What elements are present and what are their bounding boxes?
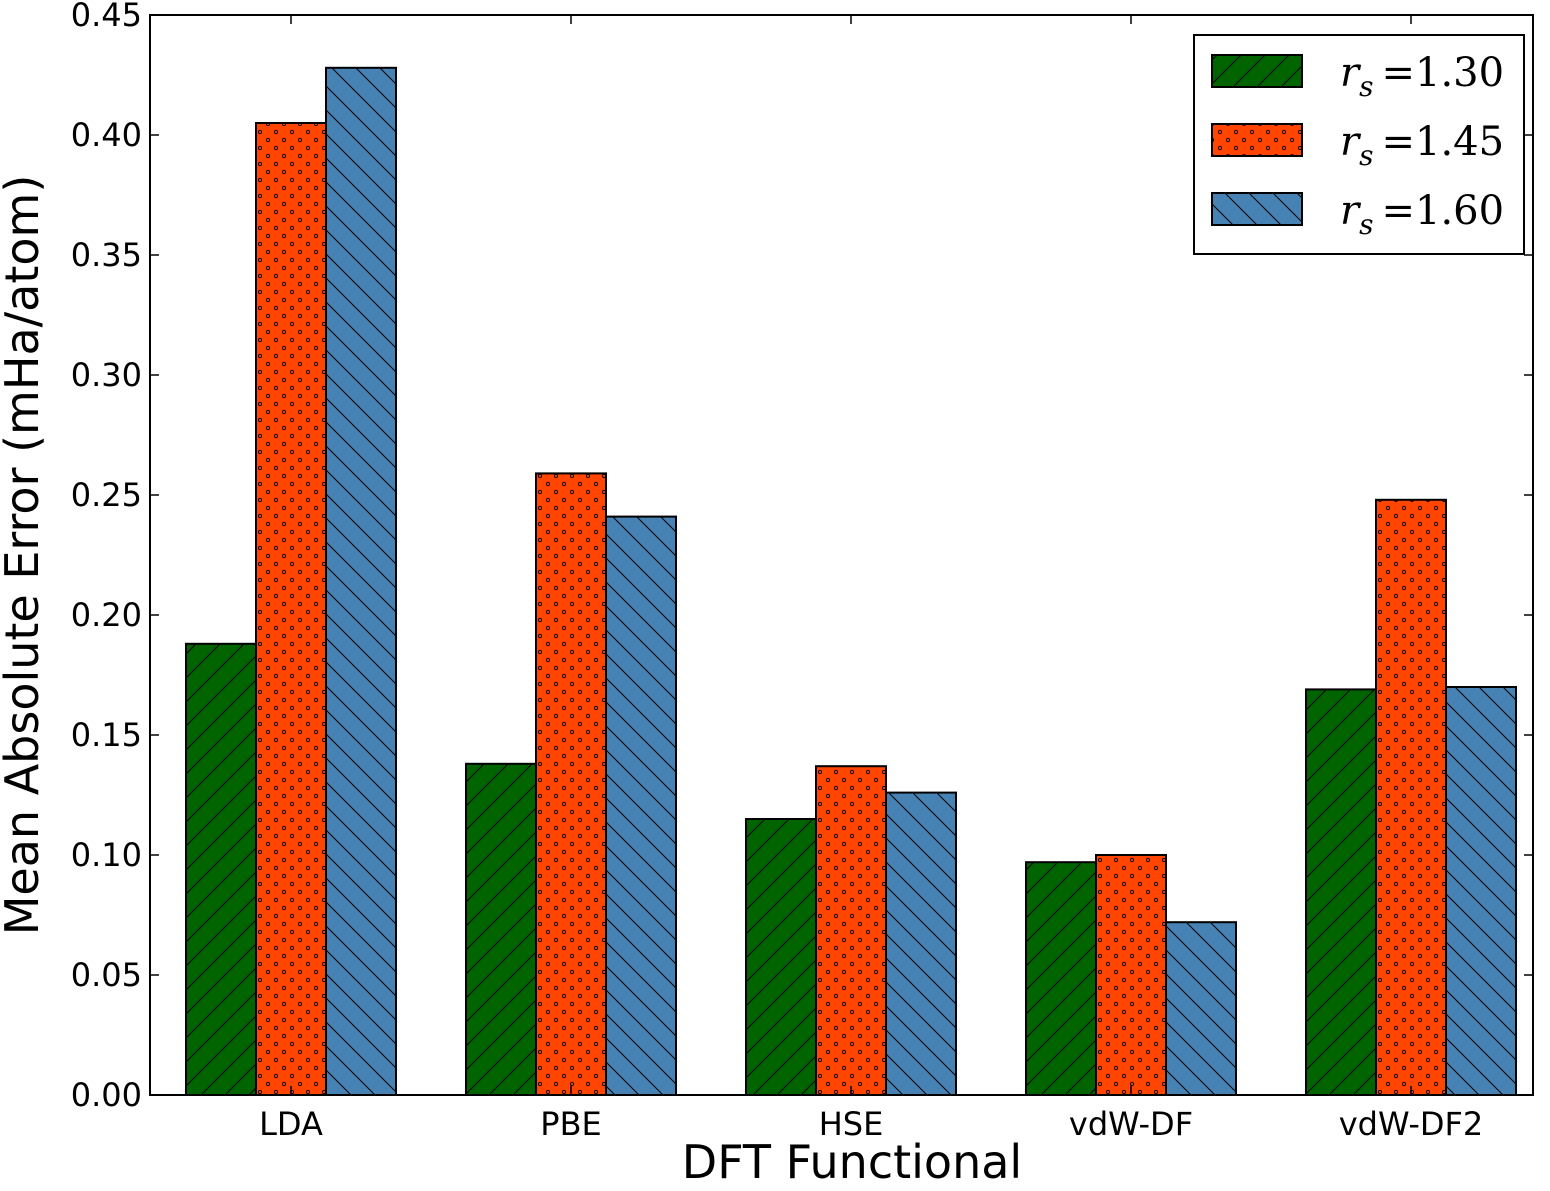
x-tick-label: vdW-DF2: [1339, 1105, 1484, 1143]
bar-PBE-series-3: [605, 515, 677, 1096]
y-tick-label: 0.05: [71, 956, 142, 994]
x-tick-label: LDA: [259, 1105, 323, 1143]
legend: rs =1.30 rs =1.45 rs =1.60: [1193, 34, 1525, 255]
bar-LDA-series-3: [325, 66, 397, 1096]
bar-LDA-series-1: [185, 642, 257, 1096]
y-tick-label: 0.40: [71, 116, 142, 154]
bar-vdW-DF2-series-2: [1375, 498, 1447, 1096]
bar-vdW-DF-series-2: [1095, 854, 1167, 1096]
bars-group: [185, 66, 1517, 1097]
y-tick-label: 0.45: [71, 0, 142, 34]
legend-label: rs =1.60: [1340, 188, 1504, 241]
legend-item-3: rs =1.60: [1211, 188, 1504, 241]
y-tick-label: 0.15: [71, 716, 142, 754]
x-tick-label: HSE: [819, 1105, 884, 1143]
legend-item-1: rs =1.30: [1211, 50, 1504, 103]
bar-LDA-series-2: [255, 122, 327, 1096]
y-tick-label: 0.30: [71, 356, 142, 394]
x-axis-label: DFT Functional: [682, 1135, 1022, 1189]
y-axis-label: Mean Absolute Error (mHa/atom): [0, 175, 49, 936]
bar-vdW-DF-series-3: [1165, 921, 1237, 1097]
y-tick-label: 0.10: [71, 836, 142, 874]
plot-frame: [149, 14, 1534, 1096]
y-tick-label: 0.20: [71, 596, 142, 634]
legend-item-2: rs =1.45: [1211, 119, 1504, 172]
x-tick-label: vdW-DF: [1069, 1105, 1193, 1143]
bar-PBE-series-2: [535, 472, 607, 1096]
legend-label: rs =1.45: [1340, 119, 1504, 172]
bar-HSE-series-3: [885, 791, 957, 1096]
y-tick-label: 0.25: [71, 476, 142, 514]
y-ticks-group: 0.00 0.05 0.10 0.15 0.20 0.25 0.30 0.35 0.40 0.45: [71, 0, 1533, 1114]
bar-HSE-series-2: [815, 765, 887, 1096]
legend-label: rs =1.30: [1340, 50, 1504, 103]
bar-vdW-DF2-series-1: [1305, 688, 1377, 1097]
x-tick-label: PBE: [540, 1105, 601, 1143]
bar-vdW-DF2-series-3: [1445, 686, 1517, 1096]
y-tick-label: 0.00: [71, 1076, 142, 1114]
bar-vdW-DF-series-1: [1025, 861, 1097, 1097]
x-ticks-group: LDA PBE HSE vdW-DF vdW-DF2: [259, 15, 1483, 1143]
y-tick-label: 0.35: [71, 236, 142, 274]
bar-PBE-series-1: [465, 762, 537, 1096]
bar-HSE-series-1: [745, 818, 817, 1096]
